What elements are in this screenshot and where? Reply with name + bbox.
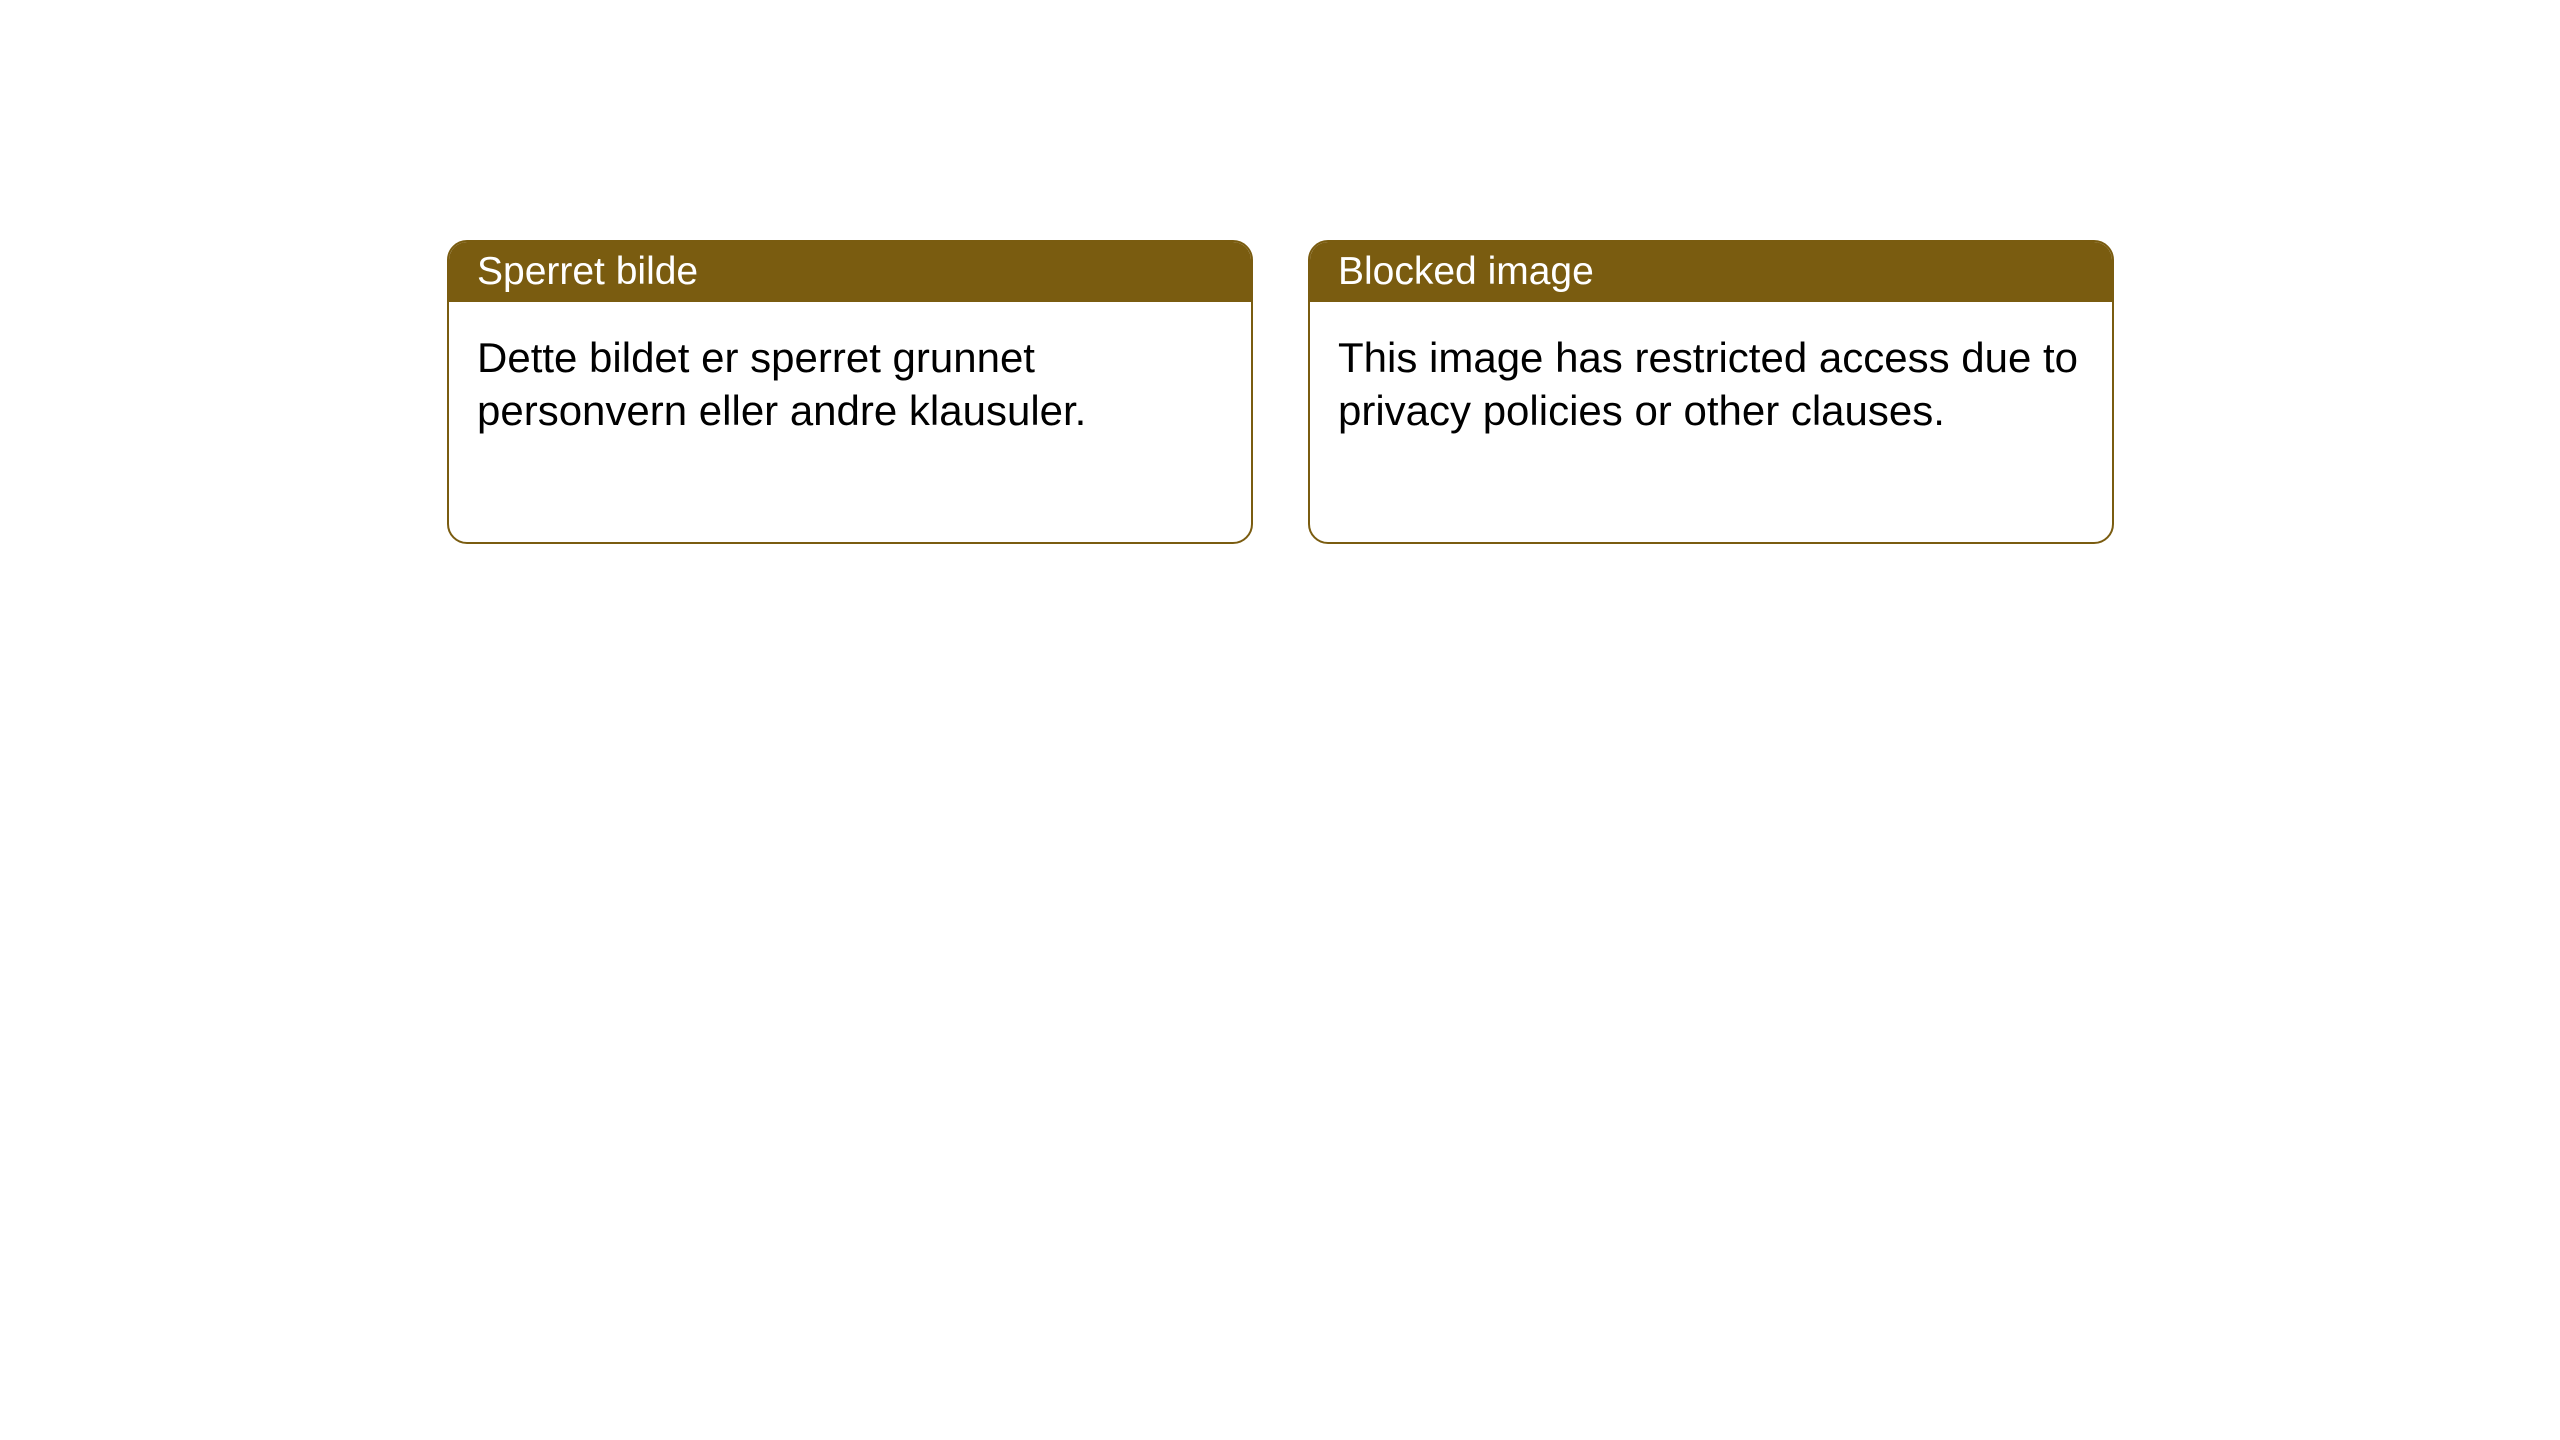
notice-box-english: Blocked image This image has restricted …: [1308, 240, 2114, 544]
notice-container: Sperret bilde Dette bildet er sperret gr…: [447, 240, 2114, 544]
notice-box-norwegian: Sperret bilde Dette bildet er sperret gr…: [447, 240, 1253, 544]
notice-header: Blocked image: [1310, 242, 2112, 302]
notice-body: This image has restricted access due to …: [1310, 302, 2112, 542]
notice-body: Dette bildet er sperret grunnet personve…: [449, 302, 1251, 542]
notice-header: Sperret bilde: [449, 242, 1251, 302]
